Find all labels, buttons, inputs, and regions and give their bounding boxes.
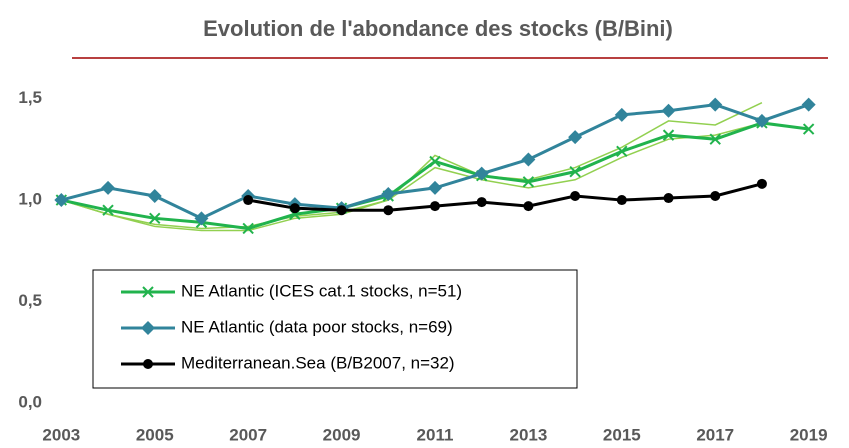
marker bbox=[570, 191, 581, 201]
marker bbox=[427, 180, 442, 195]
marker bbox=[663, 193, 674, 204]
marker bbox=[149, 212, 161, 225]
series bbox=[61, 122, 763, 230]
marker bbox=[756, 178, 767, 189]
marker bbox=[54, 193, 69, 208]
marker bbox=[661, 103, 676, 118]
x-tick-label: 2015 bbox=[603, 425, 641, 444]
marker bbox=[429, 201, 440, 212]
marker bbox=[142, 286, 154, 298]
marker bbox=[801, 97, 816, 112]
legend-label: Mediterranean.Sea (B/B2007, n=32) bbox=[181, 353, 455, 372]
marker bbox=[802, 123, 815, 135]
x-tick-label: 2019 bbox=[790, 425, 828, 444]
marker bbox=[569, 165, 581, 178]
marker bbox=[754, 113, 769, 128]
marker bbox=[616, 195, 627, 206]
y-tick-label: 1,5 bbox=[18, 88, 42, 107]
marker bbox=[429, 155, 441, 168]
marker bbox=[101, 180, 116, 195]
marker bbox=[242, 222, 254, 235]
marker bbox=[289, 203, 300, 214]
marker bbox=[710, 191, 721, 201]
legend: NE Atlantic (ICES cat.1 stocks, n=51) NE … bbox=[92, 269, 578, 389]
marker bbox=[474, 166, 489, 181]
marker bbox=[616, 145, 628, 158]
marker bbox=[147, 189, 162, 203]
marker bbox=[336, 205, 347, 216]
y-tick-label: 0,5 bbox=[18, 291, 42, 310]
y-tick-label: 0,0 bbox=[18, 392, 42, 411]
series bbox=[61, 101, 763, 232]
y-tick-label: 1,0 bbox=[18, 190, 42, 209]
marker bbox=[143, 359, 153, 369]
marker bbox=[708, 97, 723, 112]
marker bbox=[709, 133, 721, 145]
marker bbox=[521, 152, 536, 167]
x-tick-label: 2003 bbox=[42, 425, 80, 444]
x-tick-label: 2009 bbox=[323, 425, 361, 444]
marker bbox=[522, 176, 535, 188]
marker bbox=[381, 186, 396, 201]
x-tick-label: 2013 bbox=[509, 425, 547, 444]
legend-label: NE Atlantic (ICES cat.1 stocks, n=51) bbox=[181, 281, 462, 300]
marker bbox=[102, 204, 114, 216]
legend-label: NE Atlantic (data poor stocks, n=69) bbox=[181, 317, 453, 336]
line bbox=[61, 101, 763, 232]
x-tick-label: 2005 bbox=[136, 425, 174, 444]
x-tick-label: 2011 bbox=[417, 425, 454, 444]
marker bbox=[614, 107, 629, 122]
series bbox=[55, 117, 815, 235]
x-tick-label: 2007 bbox=[229, 425, 267, 444]
marker bbox=[141, 321, 155, 335]
series bbox=[243, 178, 767, 216]
marker bbox=[476, 197, 487, 208]
marker bbox=[662, 129, 675, 141]
chart-title: Evolution de l'abondance des stocks (B/B… bbox=[203, 16, 673, 41]
x-tick-label: 2017 bbox=[696, 425, 734, 444]
marker bbox=[523, 201, 534, 212]
marker bbox=[383, 205, 394, 216]
line bbox=[61, 122, 763, 230]
marker bbox=[243, 195, 254, 206]
line bbox=[61, 121, 809, 231]
line bbox=[247, 182, 763, 212]
marker bbox=[568, 130, 583, 145]
marker bbox=[194, 211, 209, 226]
